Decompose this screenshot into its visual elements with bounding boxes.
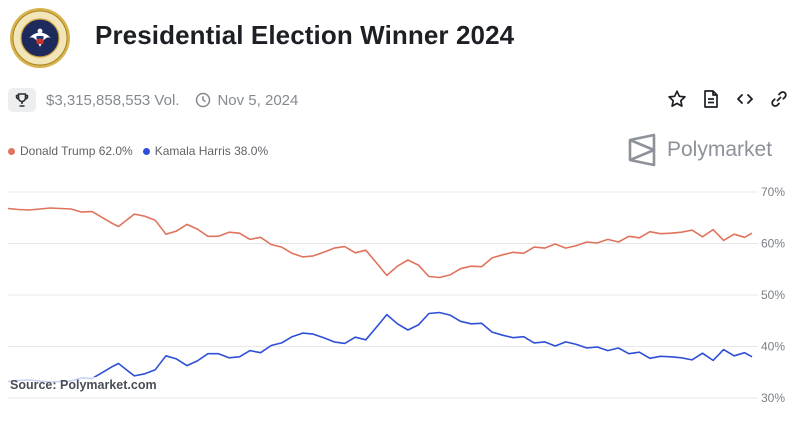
- embed-button[interactable]: [735, 88, 755, 110]
- series-line-trump: [7, 207, 753, 279]
- code-icon: [737, 94, 753, 104]
- polymarket-brand[interactable]: Polymarket: [627, 133, 772, 167]
- copy-link-button[interactable]: [769, 88, 789, 110]
- x-tick-label: Nov 3: [357, 409, 389, 410]
- legend-dot-trump: [8, 147, 15, 155]
- y-tick-label: 60%: [761, 237, 785, 251]
- clock-icon: [196, 92, 211, 108]
- y-tick-label: 50%: [761, 288, 785, 302]
- legend-dot-harris: [142, 147, 150, 155]
- rules-button[interactable]: [701, 88, 721, 110]
- y-tick-label: 40%: [761, 340, 785, 354]
- legend-item-harris: Kamala Harris 38.0%: [142, 144, 269, 158]
- x-tick-label: Oct 31: [40, 409, 76, 410]
- source-attribution: Source: Polymarket.com: [8, 377, 159, 393]
- series-line-harris: [7, 311, 753, 383]
- volume-text: $3,315,858,553 Vol.: [46, 91, 180, 109]
- legend-label-trump: Donald Trump 62.0%: [20, 144, 133, 158]
- legend-label-harris: Kamala Harris 38.0%: [154, 144, 269, 158]
- page-title: Presidential Election Winner 2024: [95, 20, 515, 50]
- end-date-text: Nov 5, 2024: [217, 91, 299, 109]
- x-tick-label: Nov 4: [463, 409, 495, 410]
- link-icon: [771, 91, 787, 107]
- market-actions: [667, 88, 789, 110]
- presidential-seal-icon: [9, 7, 71, 69]
- chart-legend: Donald Trump 62.0% Kamala Harris 38.0%: [8, 144, 268, 158]
- price-history-chart[interactable]: 30% 40% 50% 60% 70% Oct 31 Nov 1 Nov 2 Nov 3 Nov …: [0, 170, 797, 410]
- trophy-button[interactable]: [8, 88, 36, 112]
- x-tick-label: Nov 6: [673, 409, 705, 410]
- polymarket-logo-icon: [628, 133, 656, 167]
- y-tick-label: 70%: [761, 185, 785, 199]
- x-tick-label: Nov 5: [568, 409, 600, 410]
- brand-name: Polymarket: [667, 138, 773, 161]
- trophy-icon: [15, 93, 29, 107]
- favorite-button[interactable]: [667, 88, 687, 110]
- legend-item-trump: Donald Trump 62.0%: [8, 144, 133, 158]
- document-icon: [704, 90, 718, 108]
- market-meta: $3,315,858,553 Vol. Nov 5, 2024: [8, 88, 298, 112]
- y-tick-label: 30%: [761, 391, 785, 405]
- x-tick-label: Nov 2: [252, 409, 284, 410]
- x-tick-label: Nov 1: [147, 409, 179, 410]
- star-icon: [668, 90, 686, 107]
